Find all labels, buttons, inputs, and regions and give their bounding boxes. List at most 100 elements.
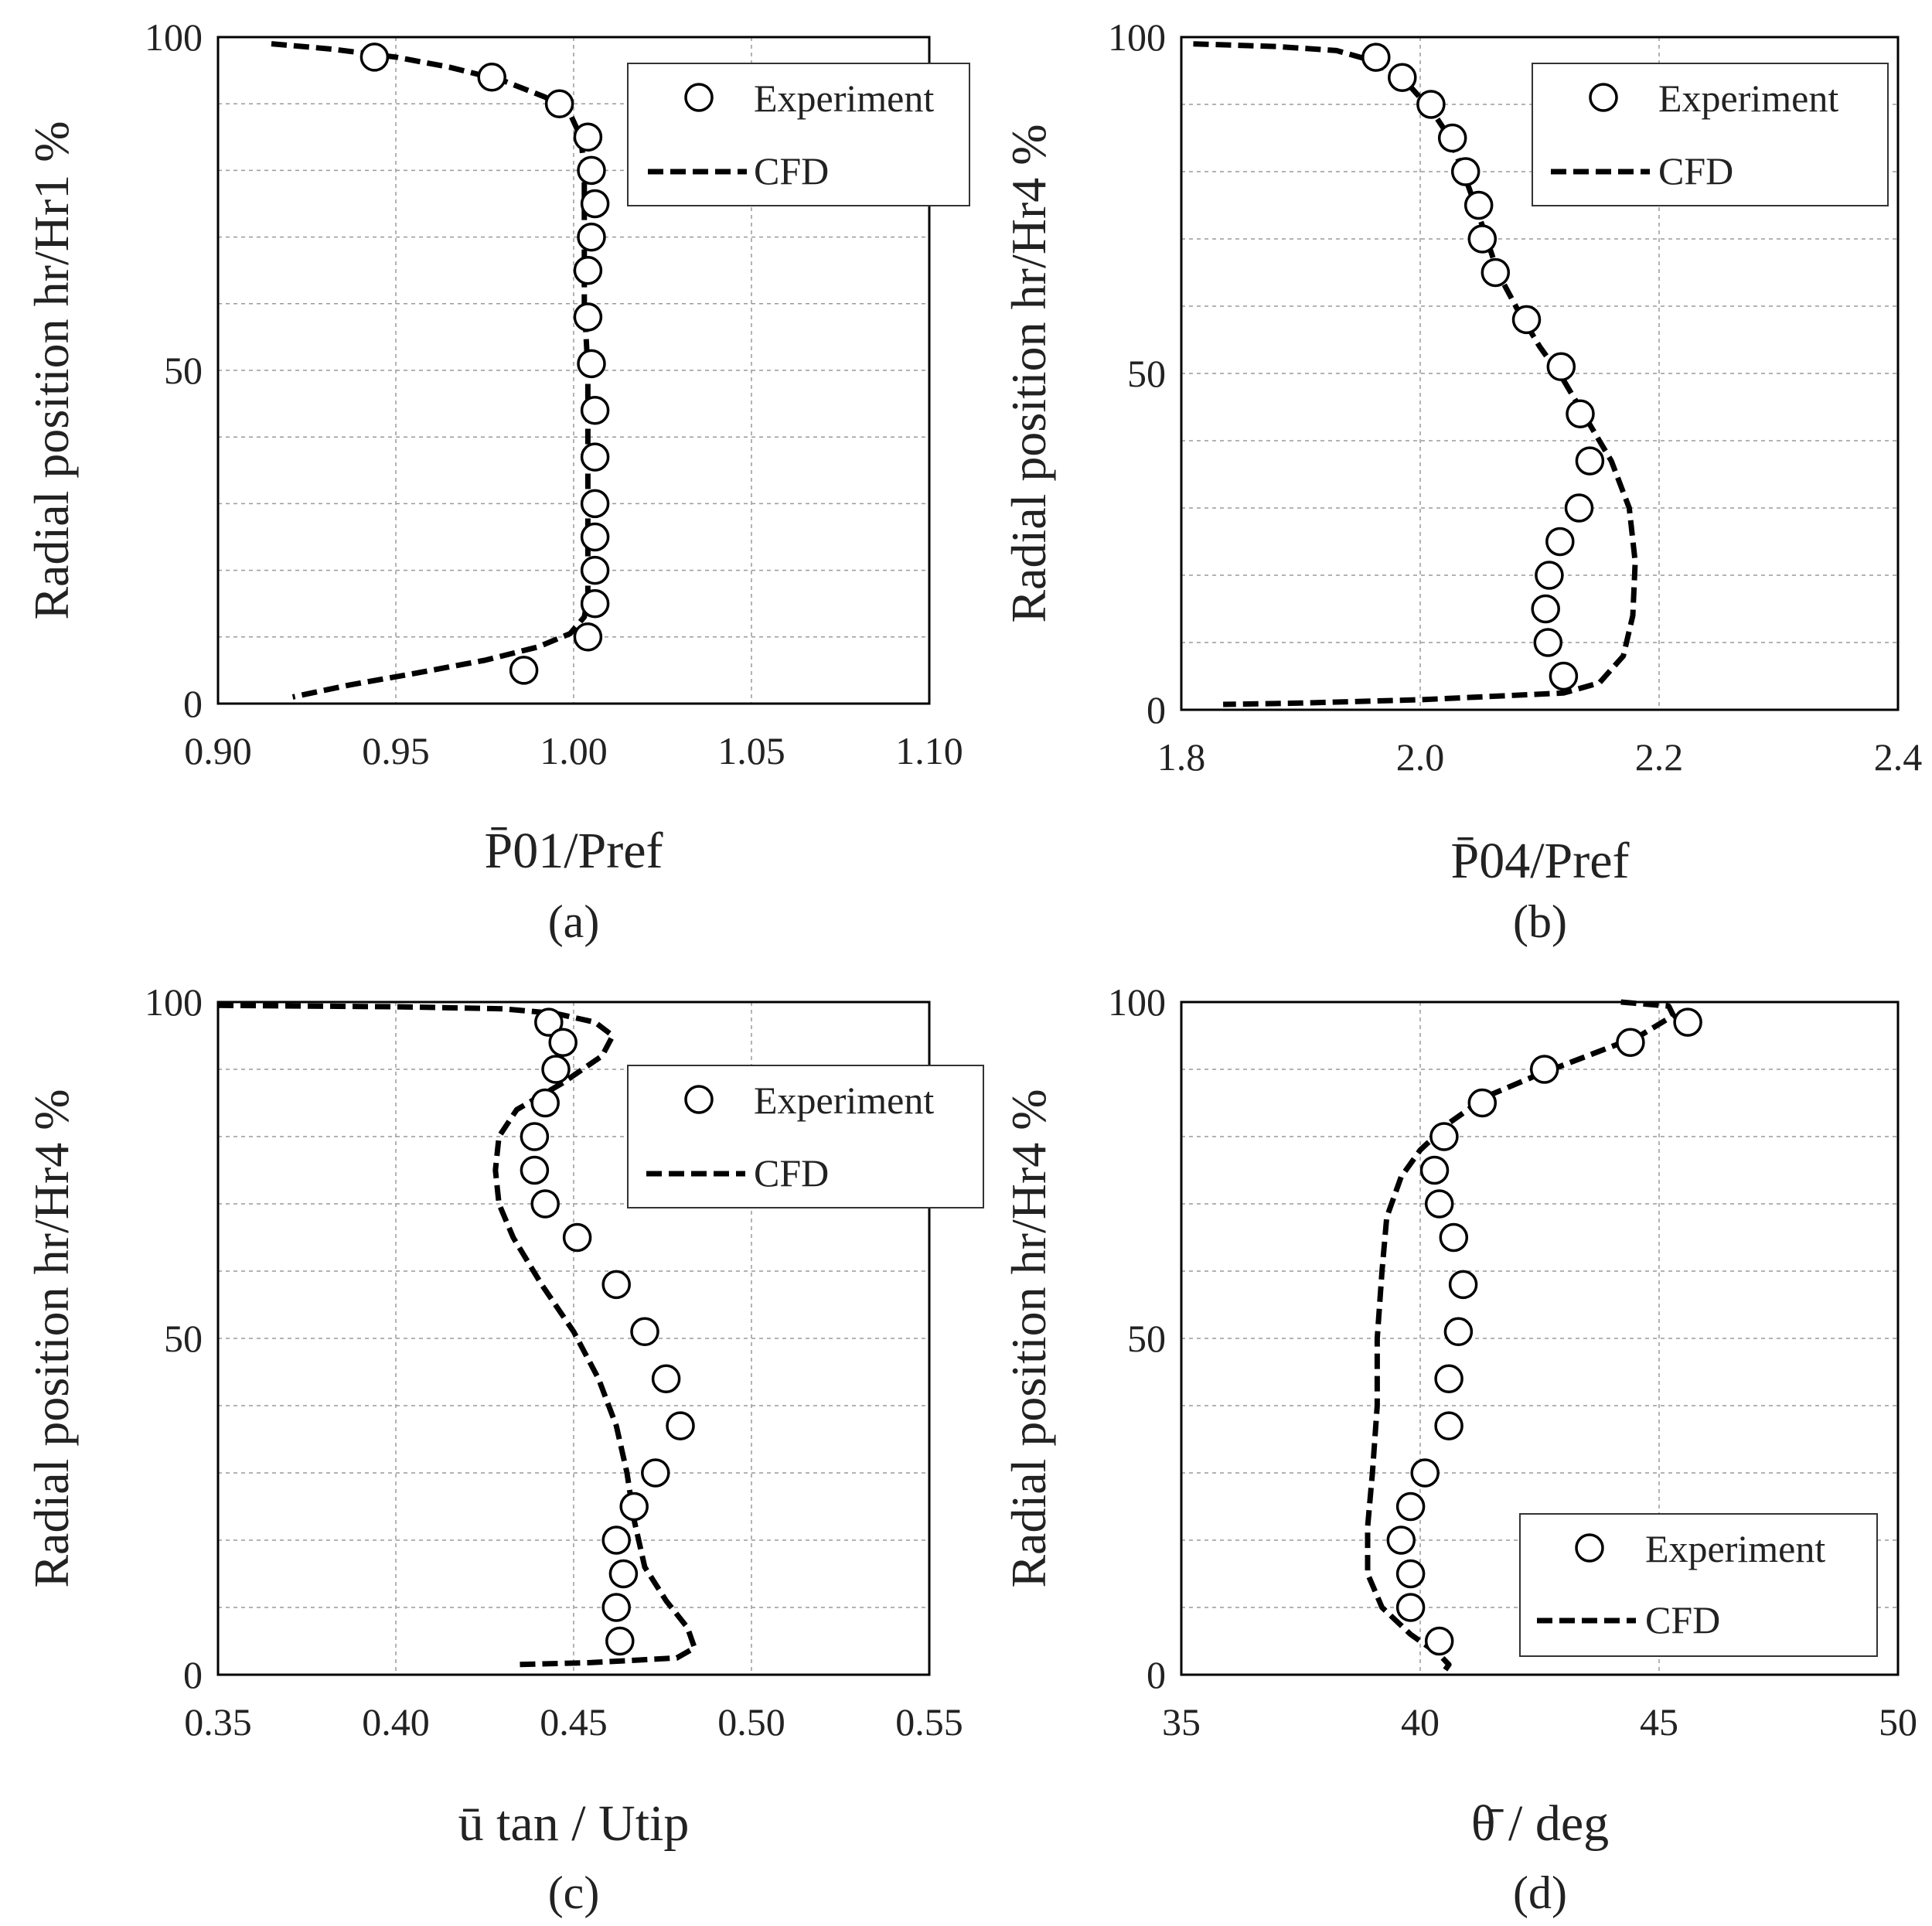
experiment-point <box>1416 90 1446 119</box>
x-tick-label: 0.95 <box>362 729 430 772</box>
experiment-point <box>573 255 603 285</box>
y-tick-label: 0 <box>183 682 203 725</box>
y-tick-label: 50 <box>1127 1317 1166 1360</box>
plot-frame <box>1180 36 1900 711</box>
y-tick-label: 0 <box>183 1653 203 1696</box>
x-tick-label: 2.4 <box>1874 735 1923 779</box>
experiment-point <box>509 656 539 685</box>
experiment-point <box>1673 1007 1702 1037</box>
cfd-line <box>217 1002 697 1668</box>
legend-cfd-label: CFD <box>754 1151 829 1195</box>
x-axis-label: ū tan / Utip <box>458 1795 690 1852</box>
experiment-point <box>1616 1028 1645 1057</box>
legend-experiment-marker <box>684 1085 714 1114</box>
experiment-point <box>1529 1055 1559 1084</box>
experiment-point <box>1448 1270 1478 1300</box>
x-tick-label: 45 <box>1640 1700 1678 1744</box>
experiment-point <box>1443 1317 1474 1347</box>
y-axis-label: Radial position hr/Hr4 % <box>1001 124 1056 622</box>
experiment-point <box>651 1364 681 1393</box>
experiment-point <box>619 1491 649 1522</box>
legend-cfd-label: CFD <box>1658 149 1733 193</box>
experiment-point <box>666 1411 695 1440</box>
experiment-point <box>1531 594 1560 624</box>
experiment-point <box>1395 1491 1426 1522</box>
legend: Experiment CFD <box>627 63 970 206</box>
experiment-point <box>1545 527 1575 557</box>
x-tick-label: 0.55 <box>895 1700 963 1744</box>
experiment-point <box>608 1559 639 1589</box>
legend-experiment-label: Experiment <box>1645 1527 1825 1570</box>
experiment-point <box>1546 352 1576 382</box>
y-tick-label: 100 <box>145 15 203 59</box>
experiment-point <box>477 62 506 92</box>
experiment-point <box>548 1028 578 1057</box>
plot-frame <box>216 1000 931 1676</box>
experiment-point <box>577 222 606 252</box>
panel-b: 1.8 2.0 2.2 2.4 0 50 100 Experiment CFD Radia… <box>1001 15 1922 947</box>
experiment-point <box>1450 157 1481 186</box>
x-tick-label: 50 <box>1879 1700 1917 1744</box>
x-axis-label: P̄01/Pref <box>485 823 663 879</box>
experiment-point <box>573 122 603 152</box>
experiment-point <box>1549 661 1579 691</box>
y-tick-label: 50 <box>164 1317 203 1360</box>
cfd-line <box>1365 999 1676 1673</box>
x-tick-label: 1.05 <box>717 729 785 772</box>
x-tick-label: 1.00 <box>540 729 608 772</box>
x-tick-label: 2.2 <box>1635 735 1684 779</box>
legend-experiment-marker <box>1589 83 1618 112</box>
experiment-point <box>580 442 610 472</box>
experiment-point <box>520 1155 550 1185</box>
experiment-point <box>1424 1626 1454 1656</box>
experiment-point <box>577 155 606 186</box>
panel-d: 35 40 45 50 0 50 100 Experiment CFD Radial po… <box>1001 980 1917 1918</box>
x-tick-label: 0.40 <box>362 1700 430 1744</box>
experiment-point <box>1439 1222 1469 1253</box>
experiment-point <box>1410 1458 1440 1488</box>
experiment-point <box>580 555 610 585</box>
panel-label: (d) <box>1513 1867 1567 1918</box>
panel-label: (c) <box>548 1867 600 1918</box>
experiment-point <box>1424 1189 1454 1219</box>
legend: Experiment CFD <box>1532 63 1889 206</box>
y-tick-label: 100 <box>1108 15 1166 59</box>
plot-frame <box>216 36 931 705</box>
y-tick-label: 50 <box>1127 352 1166 395</box>
experiment-point <box>1566 399 1595 428</box>
experiment-point <box>580 489 610 519</box>
panel-label: (a) <box>548 896 600 947</box>
experiment-point <box>601 1525 631 1555</box>
experiment-point <box>541 1055 571 1084</box>
experiment-point <box>530 1088 560 1118</box>
x-axis-label: θ̄ / deg <box>1471 1795 1609 1852</box>
experiment-point <box>1535 561 1564 590</box>
plot-frame <box>1180 1000 1900 1676</box>
x-tick-label: 0.45 <box>540 1700 608 1744</box>
experiment-point <box>630 1317 659 1347</box>
experiment-point <box>605 1626 635 1656</box>
experiment-point <box>1564 493 1594 523</box>
experiment-point <box>1467 1088 1498 1118</box>
x-tick-label: 40 <box>1401 1700 1440 1744</box>
legend-cfd-label: CFD <box>754 149 829 193</box>
experiment-point <box>1429 1122 1459 1151</box>
x-axis-label: P̄04/Pref <box>1451 833 1630 889</box>
experiment-point <box>1575 446 1605 476</box>
experiment-point <box>601 1270 631 1300</box>
experiment-point <box>1481 257 1511 288</box>
experiment-point <box>1533 628 1563 657</box>
x-tick-label: 1.8 <box>1157 735 1206 779</box>
x-tick-label: 2.0 <box>1396 735 1445 779</box>
legend: Experiment CFD <box>627 1065 984 1208</box>
panel-a: 0.90 0.95 1.00 1.05 1.10 0 50 100 Experiment C… <box>24 15 970 947</box>
y-tick-label: 0 <box>1147 688 1166 731</box>
experiment-point <box>580 189 610 219</box>
x-tick-label: 0.35 <box>184 1700 252 1744</box>
y-tick-label: 100 <box>1108 980 1166 1024</box>
legend-experiment-marker <box>1575 1533 1604 1563</box>
experiment-point <box>641 1458 670 1488</box>
experiment-point <box>530 1189 560 1219</box>
experiment-point <box>1395 1593 1426 1622</box>
